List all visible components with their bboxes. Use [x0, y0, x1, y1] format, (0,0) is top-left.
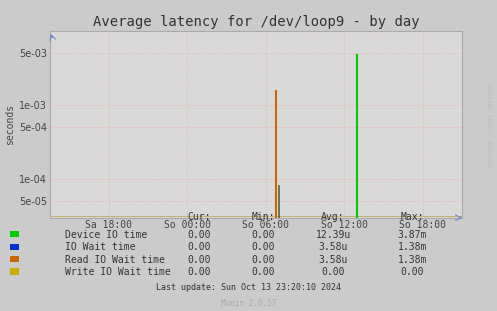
Text: Device IO time: Device IO time	[65, 230, 147, 240]
Text: 0.00: 0.00	[187, 267, 211, 277]
Text: 0.00: 0.00	[187, 242, 211, 252]
Text: Avg:: Avg:	[321, 212, 345, 222]
Text: IO Wait time: IO Wait time	[65, 242, 135, 252]
Text: 12.39u: 12.39u	[316, 230, 350, 240]
Text: 0.00: 0.00	[251, 267, 275, 277]
Y-axis label: seconds: seconds	[4, 104, 14, 145]
Text: 3.58u: 3.58u	[318, 242, 348, 252]
Text: 3.58u: 3.58u	[318, 255, 348, 265]
Text: Min:: Min:	[251, 212, 275, 222]
Text: Write IO Wait time: Write IO Wait time	[65, 267, 170, 277]
Text: 0.00: 0.00	[401, 267, 424, 277]
Text: Cur:: Cur:	[187, 212, 211, 222]
Text: 0.00: 0.00	[251, 242, 275, 252]
Text: 1.38m: 1.38m	[398, 255, 427, 265]
Text: 3.87m: 3.87m	[398, 230, 427, 240]
Text: Last update: Sun Oct 13 23:20:10 2024: Last update: Sun Oct 13 23:20:10 2024	[156, 283, 341, 292]
Text: RRDTOOL / TOBI OETIKER: RRDTOOL / TOBI OETIKER	[489, 83, 494, 166]
Text: 1.38m: 1.38m	[398, 242, 427, 252]
Text: Munin 2.0.57: Munin 2.0.57	[221, 299, 276, 308]
Title: Average latency for /dev/loop9 - by day: Average latency for /dev/loop9 - by day	[92, 15, 419, 29]
Text: Read IO Wait time: Read IO Wait time	[65, 255, 165, 265]
Text: 0.00: 0.00	[187, 255, 211, 265]
Text: 0.00: 0.00	[251, 255, 275, 265]
Text: 0.00: 0.00	[251, 230, 275, 240]
Text: 0.00: 0.00	[187, 230, 211, 240]
Text: Max:: Max:	[401, 212, 424, 222]
Text: 0.00: 0.00	[321, 267, 345, 277]
